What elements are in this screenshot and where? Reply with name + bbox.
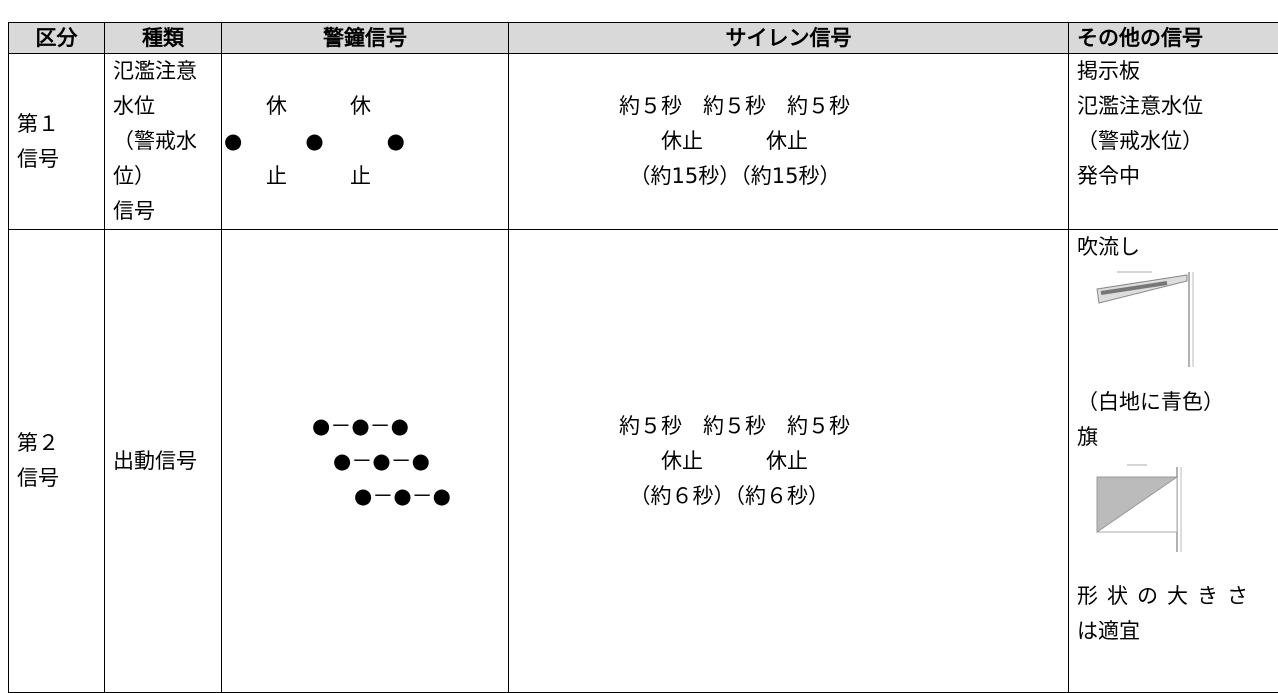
cell: 約５秒 約５秒 約５秒 休止 休止 （約15秒）（約15秒） [509, 54, 1069, 230]
cell-line: 約５秒 約５秒 約５秒 [619, 89, 1060, 124]
cell-line: 第２ [17, 426, 96, 461]
header-cell: その他の信号 [1069, 23, 1278, 54]
cell-line: 掲示板 [1077, 54, 1278, 89]
cell: 氾濫注意水位 （警戒水位） 信号 [105, 54, 222, 230]
cell-line: （白地に青色） [1077, 385, 1278, 420]
cell-line: 休止 休止 [619, 124, 1060, 159]
header-cell: 警鐘信号 [222, 23, 509, 54]
cell: ●－●－● ●－●－● ●－●－● [222, 230, 509, 693]
header-cell: 区分 [9, 23, 105, 54]
cell: 出動信号 [105, 230, 222, 693]
cell-line: は適宜 [1077, 614, 1278, 649]
cell-line: 止 止 [224, 159, 500, 194]
cell-line: 氾濫注意水位 [113, 54, 213, 124]
cell-line: 信号 [17, 142, 96, 177]
cell-line: （警戒水位） [113, 124, 213, 194]
cell-line: 形状の大きさ [1077, 579, 1278, 614]
cell-line: 氾濫注意水位 [1077, 89, 1278, 124]
cell-line: ●－●－● [312, 444, 500, 479]
cell: 第２ 信号 [9, 230, 105, 693]
cell-line: 第１ [17, 107, 96, 142]
cell-line: 信号 [17, 461, 96, 496]
cell: 約５秒 約５秒 約５秒 休止 休止 （約６秒）（約６秒） [509, 230, 1069, 693]
streamer-sketch [1077, 267, 1197, 377]
cell-line: （約15秒）（約15秒） [619, 159, 1060, 194]
cell: 掲示板 氾濫注意水位 （警戒水位） 発令中 [1069, 54, 1278, 230]
cell-line: ●－●－● [312, 409, 500, 444]
row: 第２ 信号 出動信号 ●－●－● ●－●－● ●－●－● 約５秒 約５秒 約５秒… [9, 230, 1278, 693]
cell-line: 信号 [113, 194, 213, 229]
cell-line: 発令中 [1077, 159, 1278, 194]
page: 区分 種類 警鐘信号 サイレン信号 その他の信号 第１ 信号 氾濫注意水位 （警… [0, 0, 1278, 651]
cell-line: （約６秒）（約６秒） [619, 479, 1060, 514]
flag-sketch [1077, 457, 1197, 557]
cell-line: （警戒水位） [1077, 124, 1278, 159]
cell: 吹流し （白地に青色） 旗 形状の大きさ は適宜 [1069, 230, 1278, 693]
header-cell: サイレン信号 [509, 23, 1069, 54]
header-cell: 種類 [105, 23, 222, 54]
cell-line: ● ● ● [224, 124, 500, 159]
cell-line: 旗 [1077, 420, 1278, 455]
header-row: 区分 種類 警鐘信号 サイレン信号 その他の信号 [9, 23, 1278, 54]
row: 第１ 信号 氾濫注意水位 （警戒水位） 信号 休 休 ● ● ● 止 止 約５秒… [9, 54, 1278, 230]
signal-table: 区分 種類 警鐘信号 サイレン信号 その他の信号 第１ 信号 氾濫注意水位 （警… [8, 22, 1278, 693]
cell-line: 吹流し [1077, 230, 1278, 265]
cell-line: ●－●－● [312, 479, 500, 514]
cell-line: 休止 休止 [619, 444, 1060, 479]
cell-line: 出動信号 [113, 444, 213, 479]
cell: 第１ 信号 [9, 54, 105, 230]
cell: 休 休 ● ● ● 止 止 [222, 54, 509, 230]
cell-line: 約５秒 約５秒 約５秒 [619, 409, 1060, 444]
cell-line: 休 休 [224, 89, 500, 124]
